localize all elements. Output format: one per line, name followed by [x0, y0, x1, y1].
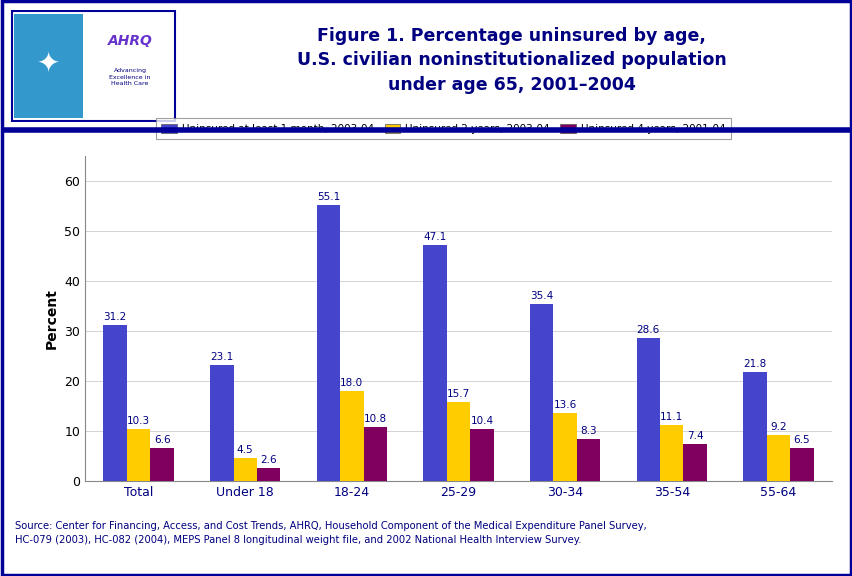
- Bar: [446, 403, 469, 481]
- Text: 21.8: 21.8: [742, 359, 766, 369]
- Text: 35.4: 35.4: [529, 291, 553, 301]
- Bar: [210, 365, 233, 481]
- Bar: [576, 439, 600, 481]
- Text: Figure 1. Percentage uninsured by age,
U.S. civilian noninstitutionalized popula: Figure 1. Percentage uninsured by age, U…: [296, 27, 726, 94]
- Bar: [553, 413, 576, 481]
- Text: 6.6: 6.6: [153, 435, 170, 445]
- Bar: [659, 426, 682, 481]
- Bar: [742, 372, 766, 481]
- Text: ✦: ✦: [37, 50, 60, 78]
- Text: 7.4: 7.4: [686, 431, 703, 441]
- Legend: Uninsured at least 1 month, 2003-04, Uninsured 2 years, 2003-04, Uninsured 4 yea: Uninsured at least 1 month, 2003-04, Uni…: [156, 119, 730, 139]
- Bar: [363, 427, 387, 481]
- Bar: [469, 429, 493, 481]
- Text: 9.2: 9.2: [769, 422, 786, 432]
- Text: 4.5: 4.5: [237, 445, 253, 456]
- Text: 13.6: 13.6: [553, 400, 576, 410]
- Bar: [682, 444, 706, 481]
- Text: 28.6: 28.6: [636, 325, 659, 335]
- Text: 8.3: 8.3: [579, 426, 596, 437]
- Text: 31.2: 31.2: [103, 312, 127, 322]
- Text: 18.0: 18.0: [340, 378, 363, 388]
- Text: 11.1: 11.1: [659, 412, 682, 422]
- Bar: [127, 429, 150, 481]
- Text: 2.6: 2.6: [260, 455, 277, 465]
- Bar: [150, 448, 174, 481]
- Text: AHRQ: AHRQ: [107, 34, 153, 48]
- Bar: [529, 304, 553, 481]
- Text: 6.5: 6.5: [792, 435, 809, 445]
- Y-axis label: Percent: Percent: [45, 288, 59, 348]
- Text: 55.1: 55.1: [316, 192, 340, 202]
- Bar: [316, 205, 340, 481]
- Bar: [340, 391, 363, 481]
- Bar: [14, 14, 83, 118]
- Bar: [233, 458, 256, 481]
- Bar: [256, 468, 280, 481]
- Text: 23.1: 23.1: [210, 353, 233, 362]
- Text: 47.1: 47.1: [423, 232, 446, 242]
- Text: 10.3: 10.3: [127, 416, 150, 426]
- Bar: [766, 435, 789, 481]
- Text: Source: Center for Financing, Access, and Cost Trends, AHRQ, Household Component: Source: Center for Financing, Access, an…: [15, 521, 647, 545]
- Bar: [423, 245, 446, 481]
- Bar: [103, 325, 127, 481]
- Text: 10.8: 10.8: [363, 414, 387, 424]
- Bar: [789, 448, 813, 481]
- Text: 15.7: 15.7: [446, 389, 469, 399]
- Text: Advancing
Excellence in
Health Care: Advancing Excellence in Health Care: [109, 69, 151, 86]
- Text: 10.4: 10.4: [469, 416, 493, 426]
- Bar: [636, 338, 659, 481]
